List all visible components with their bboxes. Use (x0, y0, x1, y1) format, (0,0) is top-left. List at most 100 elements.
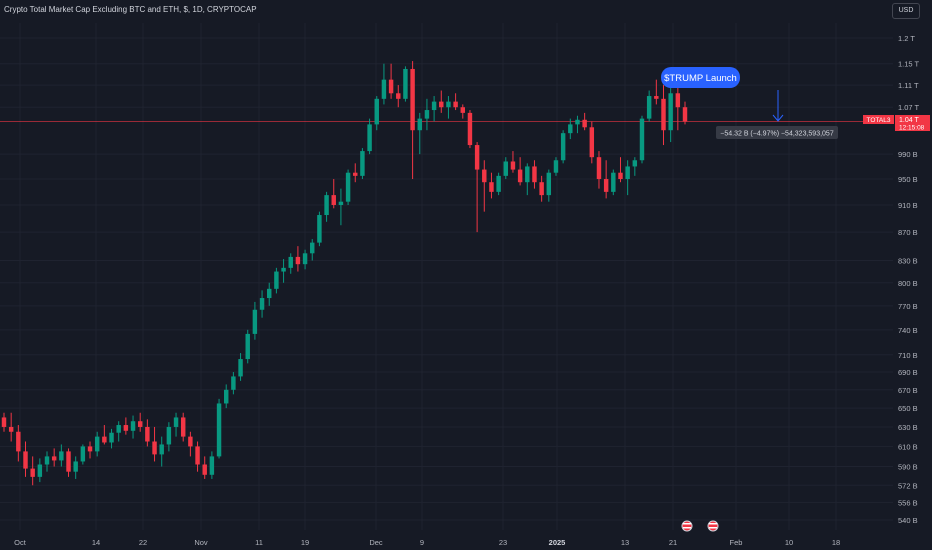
us-flag-icon-2[interactable] (707, 520, 719, 532)
candle[interactable] (152, 426, 157, 462)
candle[interactable] (80, 444, 86, 465)
candle[interactable] (668, 79, 673, 143)
candle[interactable] (281, 259, 286, 283)
candle[interactable] (381, 63, 387, 105)
candle[interactable] (639, 115, 645, 164)
candle[interactable] (202, 456, 207, 479)
candle[interactable] (646, 90, 652, 122)
candle[interactable] (539, 175, 544, 202)
candle[interactable] (596, 151, 602, 189)
candle[interactable] (410, 61, 415, 180)
candle[interactable] (446, 96, 451, 119)
candles[interactable] (1, 61, 688, 486)
candle[interactable] (123, 417, 129, 435)
candle[interactable] (417, 112, 422, 155)
candle[interactable] (109, 428, 114, 449)
candle[interactable] (431, 96, 437, 122)
candle[interactable] (267, 282, 272, 306)
candle[interactable] (137, 412, 143, 432)
candle[interactable] (331, 179, 336, 209)
candle[interactable] (66, 448, 71, 477)
candle[interactable] (424, 98, 430, 131)
candle[interactable] (1, 412, 7, 432)
candle[interactable] (611, 169, 616, 196)
candle[interactable] (367, 118, 372, 155)
candle[interactable] (73, 456, 78, 479)
candle[interactable] (159, 436, 164, 467)
candle[interactable] (618, 157, 623, 183)
candle[interactable] (145, 419, 150, 447)
candle[interactable] (525, 163, 530, 196)
candle[interactable] (575, 115, 580, 134)
candle[interactable] (360, 148, 365, 180)
candle[interactable] (403, 66, 408, 102)
candle[interactable] (252, 301, 258, 340)
candle[interactable] (51, 448, 57, 467)
candle[interactable] (173, 412, 179, 437)
candle[interactable] (532, 160, 537, 189)
candle[interactable] (661, 85, 666, 146)
candle[interactable] (37, 458, 43, 483)
candle[interactable] (30, 456, 35, 486)
candle[interactable] (324, 191, 329, 222)
candle[interactable] (44, 451, 50, 472)
candle[interactable] (632, 157, 638, 176)
candle[interactable] (474, 142, 480, 233)
candle[interactable] (310, 239, 315, 261)
candle[interactable] (654, 79, 659, 105)
candle[interactable] (288, 253, 293, 274)
candle[interactable] (439, 90, 444, 113)
candle[interactable] (116, 421, 121, 442)
candle[interactable] (188, 431, 193, 457)
trump-launch-annotation[interactable]: $TRUMP Launch (661, 67, 740, 88)
candle[interactable] (345, 169, 351, 205)
candle[interactable] (94, 431, 100, 457)
currency-button[interactable]: USD (892, 3, 920, 19)
candle[interactable] (223, 384, 229, 409)
candle[interactable] (510, 151, 516, 173)
candle[interactable] (259, 290, 265, 318)
candle[interactable] (467, 110, 473, 149)
candle[interactable] (216, 398, 222, 459)
candle[interactable] (460, 104, 466, 119)
candle[interactable] (517, 157, 523, 186)
candle[interactable] (496, 172, 501, 196)
candle[interactable] (16, 425, 21, 462)
candle[interactable] (102, 425, 107, 445)
candle[interactable] (130, 415, 136, 439)
candle[interactable] (489, 172, 494, 199)
candle[interactable] (302, 249, 308, 270)
candle[interactable] (23, 441, 28, 477)
candle[interactable] (338, 188, 344, 226)
candle[interactable] (195, 441, 200, 472)
candle[interactable] (8, 412, 14, 442)
candle[interactable] (682, 101, 688, 125)
candle[interactable] (625, 160, 630, 196)
candle[interactable] (209, 451, 215, 479)
us-flag-icon[interactable] (681, 520, 693, 532)
candle[interactable] (396, 85, 401, 108)
candle[interactable] (388, 63, 394, 99)
candle[interactable] (546, 169, 552, 202)
candle[interactable] (503, 157, 509, 180)
candle[interactable] (482, 160, 487, 212)
candle[interactable] (353, 163, 358, 183)
candle[interactable] (453, 93, 458, 111)
candle[interactable] (582, 112, 587, 131)
candle[interactable] (295, 246, 301, 272)
candle[interactable] (231, 372, 236, 395)
candle[interactable] (166, 422, 172, 452)
candle[interactable] (374, 96, 379, 131)
candle[interactable] (603, 160, 609, 199)
candle[interactable] (87, 441, 93, 459)
candle[interactable] (245, 329, 250, 364)
candle[interactable] (675, 85, 681, 131)
candle[interactable] (568, 118, 573, 140)
candle[interactable] (180, 412, 186, 442)
candle[interactable] (553, 157, 559, 176)
candle[interactable] (589, 121, 595, 164)
candle[interactable] (238, 353, 243, 381)
candle[interactable] (317, 211, 322, 247)
candle[interactable] (274, 267, 279, 294)
